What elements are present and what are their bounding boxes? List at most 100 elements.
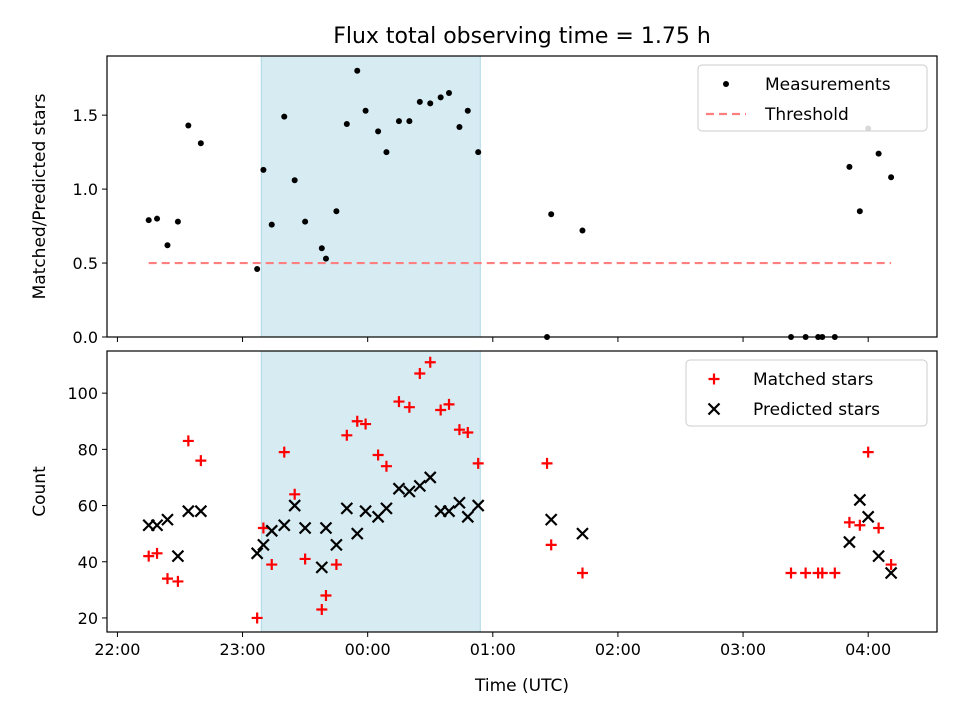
observing-window-span [260, 55, 481, 338]
data-point [406, 118, 413, 125]
data-point [395, 118, 402, 125]
data-point-matched [843, 516, 855, 528]
data-point [302, 218, 309, 225]
data-point-matched [414, 367, 426, 379]
y-tick-label: 0.0 [73, 328, 98, 347]
data-point-matched [251, 612, 263, 624]
data-point-matched [862, 446, 874, 458]
data-point-matched [462, 426, 474, 438]
data-point [548, 211, 555, 218]
y-axis-label: Matched/Predicted stars [30, 93, 50, 299]
x-tick-label: 04:00 [845, 640, 891, 659]
data-point-matched [424, 356, 436, 368]
legend-box [697, 64, 928, 132]
data-point-matched [435, 404, 447, 416]
data-point-predicted [884, 566, 898, 580]
data-point-matched [257, 522, 269, 534]
data-point-matched [576, 567, 588, 579]
data-point-matched [320, 589, 332, 601]
data-point-predicted [576, 527, 589, 540]
data-point-predicted [403, 485, 416, 498]
y-tick-label: 60 [78, 497, 98, 516]
legend-label: Matched stars [753, 370, 873, 390]
data-point-matched [316, 604, 328, 616]
y-axis-label: Count [30, 466, 50, 517]
data-point-matched [360, 418, 372, 430]
data-point-predicted [298, 521, 312, 535]
data-point-matched [372, 449, 384, 461]
legend-label: Measurements [765, 75, 891, 95]
data-point-matched [472, 457, 484, 469]
y-tick-label: 40 [78, 553, 98, 572]
data-point-predicted [330, 538, 343, 552]
data-point-predicted [182, 504, 195, 518]
x-tick-label: 01:00 [470, 640, 516, 659]
data-point [464, 107, 471, 114]
data-point-matched [885, 559, 897, 571]
data-point-matched [545, 539, 557, 551]
data-point-predicted [423, 471, 437, 484]
data-point [416, 98, 423, 105]
data-point-matched [800, 567, 812, 579]
data-point-matched [785, 567, 797, 579]
data-point [875, 150, 882, 157]
data-point-predicted [257, 538, 270, 552]
panel-2: 20 40 60 80 100 22:00 23:00 00:00 01:00 02:00 03:0… [30, 350, 938, 659]
data-point-matched [151, 547, 163, 559]
data-point [888, 174, 895, 181]
data-point-predicted [453, 496, 466, 510]
data-point-predicted [442, 504, 456, 518]
legend-marker-measurements [723, 81, 729, 87]
chart-title: Flux total observing time = 1.75 h [333, 24, 711, 49]
data-point [427, 100, 434, 107]
legend-label: Threshold [764, 105, 849, 125]
data-point [362, 107, 369, 114]
data-point [145, 217, 152, 224]
data-point [260, 166, 267, 173]
data-point-predicted [843, 535, 856, 549]
data-point-matched [816, 567, 828, 579]
data-point-matched [161, 573, 173, 585]
data-point-matched [299, 553, 311, 565]
data-point [354, 67, 361, 74]
data-point-matched [143, 550, 155, 562]
data-point [164, 242, 171, 249]
data-point-matched [266, 559, 278, 571]
legend: Measurements Threshold [697, 64, 928, 132]
y-tick-label: 100 [67, 384, 98, 403]
data-point-matched [380, 460, 392, 472]
data-point-matched [403, 401, 415, 413]
x-tick-label: 03:00 [720, 640, 766, 659]
legend: Matched stars Predicted stars [685, 359, 928, 427]
data-point [268, 221, 275, 228]
y-tick-label: 1.5 [73, 106, 98, 125]
data-point [846, 163, 853, 170]
data-point-predicted [392, 482, 406, 495]
legend-marker-predicted [707, 402, 721, 416]
data-point-predicted [471, 499, 485, 512]
data-point [254, 265, 261, 272]
data-point-predicted [265, 524, 279, 538]
x-tick-label: 02:00 [595, 640, 641, 659]
legend-box [685, 359, 928, 427]
data-point-matched [341, 429, 353, 441]
data-point-predicted [277, 518, 291, 532]
data-point-predicted [315, 561, 329, 574]
data-point-predicted [171, 549, 185, 563]
data-point [456, 123, 463, 130]
data-point [185, 122, 192, 129]
y-tick-label: 0.5 [73, 254, 98, 273]
data-point-matched [829, 567, 841, 579]
data-point [174, 218, 181, 225]
data-point-matched [873, 522, 885, 534]
x-tick-label: 23:00 [219, 640, 265, 659]
legend-marker-matched [708, 373, 720, 385]
data-point [383, 149, 390, 156]
data-point-predicted [340, 502, 354, 515]
data-point-predicted [319, 521, 333, 535]
data-point-predicted [150, 518, 164, 532]
data-point-matched [351, 415, 363, 427]
data-point-predicted [288, 499, 301, 512]
data-point-matched [854, 519, 866, 531]
